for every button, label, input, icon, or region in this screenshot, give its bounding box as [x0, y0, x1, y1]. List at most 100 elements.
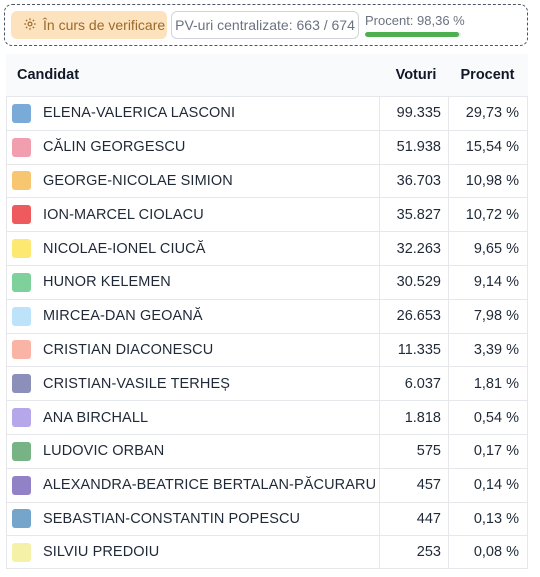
party-color-swatch [12, 509, 31, 529]
party-color-swatch [12, 272, 31, 292]
candidate-cell: CRISTIAN-VASILE TERHEȘ [6, 367, 379, 401]
party-color-swatch [12, 103, 31, 123]
results-table: Candidat Voturi Procent ELENA-VALERICA L… [6, 54, 528, 570]
votes-cell: 6.037 [379, 367, 448, 401]
table-row: SEBASTIAN-CONSTANTIN POPESCU 447 0,13 % [6, 501, 528, 536]
votes-value: 35.827 [396, 206, 441, 223]
candidate-name: LUDOVIC ORBAN [43, 443, 165, 460]
percent-cell: 0,13 % [448, 502, 528, 536]
candidate-name: GEORGE-NICOLAE SIMION [43, 172, 233, 189]
table-row: CRISTIAN-VASILE TERHEȘ 6.037 1,81 % [6, 366, 528, 401]
votes-value: 30.529 [396, 274, 441, 291]
percent-value: 3,39 % [473, 341, 519, 358]
percent-cell: 29,73 % [448, 97, 528, 130]
votes-value: 447 [416, 510, 441, 527]
candidate-name: CRISTIAN-VASILE TERHEȘ [43, 375, 230, 392]
percent-cell: 1,81 % [448, 367, 528, 401]
table-row: NICOLAE-IONEL CIUCĂ 32.263 9,65 % [6, 231, 528, 265]
percent-cell: 3,39 % [448, 333, 528, 367]
percent-value: 0,08 % [473, 544, 519, 561]
party-color-swatch [12, 171, 31, 191]
candidate-cell: ION-MARCEL CIOLACU [6, 198, 379, 232]
percent-value: 0,13 % [473, 510, 519, 527]
candidate-cell: CĂLIN GEORGESCU [6, 130, 379, 164]
votes-cell: 30.529 [379, 265, 448, 299]
table-row: GEORGE-NICOLAE SIMION 36.703 10,98 % [6, 163, 528, 198]
candidate-cell: ELENA-VALERICA LASCONI [6, 97, 379, 130]
votes-value: 575 [416, 443, 441, 460]
candidate-cell: ANA BIRCHALL [6, 401, 379, 434]
percent-cell: 9,14 % [448, 265, 528, 299]
votes-value: 99.335 [396, 105, 441, 122]
candidate-cell: CRISTIAN DIACONESCU [6, 333, 379, 367]
table-row: ALEXANDRA-BEATRICE BERTALAN-PĂCURARU 457 0… [6, 467, 528, 502]
percent-value: 7,98 % [473, 308, 519, 325]
party-color-swatch [12, 374, 31, 394]
percent-value: 29,73 % [465, 105, 519, 122]
votes-cell: 35.827 [379, 198, 448, 232]
votes-cell: 99.335 [379, 97, 448, 130]
votes-value: 36.703 [396, 172, 441, 189]
votes-value: 51.938 [396, 139, 441, 156]
percent-value: 9,14 % [473, 274, 519, 291]
votes-value: 26.653 [396, 308, 441, 325]
gear-search-icon [23, 17, 37, 34]
header-candidate: Candidat [17, 67, 80, 83]
votes-value: 1.818 [404, 409, 441, 426]
progress-indicator: Procent: 98,36 % [363, 13, 465, 37]
candidate-name: MIRCEA-DAN GEOANĂ [43, 308, 203, 325]
candidate-name: ELENA-VALERICA LASCONI [43, 105, 236, 122]
table-row: CRISTIAN DIACONESCU 11.335 3,39 % [6, 332, 528, 367]
percent-cell: 0,08 % [448, 536, 528, 569]
percent-cell: 0,54 % [448, 401, 528, 434]
candidate-cell: SEBASTIAN-CONSTANTIN POPESCU [6, 502, 379, 536]
votes-cell: 447 [379, 502, 448, 536]
percent-cell: 10,72 % [448, 198, 528, 232]
votes-cell: 51.938 [379, 130, 448, 164]
votes-value: 457 [416, 477, 441, 494]
candidate-cell: ALEXANDRA-BEATRICE BERTALAN-PĂCURARU [6, 468, 379, 502]
candidate-name: ALEXANDRA-BEATRICE BERTALAN-PĂCURARU [43, 477, 377, 494]
votes-cell: 575 [379, 434, 448, 468]
table-row: SILVIU PREDOIU 253 0,08 % [6, 535, 528, 570]
table-row: HUNOR KELEMEN 30.529 9,14 % [6, 264, 528, 299]
table-row: ANA BIRCHALL 1.818 0,54 % [6, 400, 528, 434]
percent-value: 9,65 % [473, 240, 519, 257]
percent-value: 10,72 % [465, 206, 519, 223]
party-color-swatch [12, 205, 31, 225]
votes-value: 6.037 [404, 375, 441, 392]
party-color-swatch [12, 441, 31, 461]
pv-count-label: PV-uri centralizate: 663 / 674 [175, 17, 355, 33]
votes-cell: 36.703 [379, 164, 448, 198]
party-color-swatch [12, 475, 31, 495]
candidate-name: ANA BIRCHALL [43, 409, 149, 426]
candidate-name: CRISTIAN DIACONESCU [43, 341, 214, 358]
percent-value: 15,54 % [465, 139, 519, 156]
status-bar: În curs de verificare PV-uri centralizat… [4, 4, 528, 46]
party-color-swatch [12, 306, 31, 326]
candidate-cell: MIRCEA-DAN GEOANĂ [6, 299, 379, 333]
candidate-cell: GEORGE-NICOLAE SIMION [6, 164, 379, 198]
percent-cell: 0,14 % [448, 468, 528, 502]
percent-cell: 10,98 % [448, 164, 528, 198]
votes-cell: 32.263 [379, 232, 448, 265]
pv-count-badge: PV-uri centralizate: 663 / 674 [171, 11, 359, 39]
table-body: ELENA-VALERICA LASCONI 99.335 29,73 % CĂLIN… [6, 96, 528, 570]
table-row: LUDOVIC ORBAN 575 0,17 % [6, 433, 528, 468]
votes-value: 11.335 [397, 341, 441, 358]
candidate-name: SILVIU PREDOIU [43, 544, 160, 561]
percent-value: 0,54 % [473, 409, 519, 426]
votes-value: 253 [416, 544, 441, 561]
header-votes: Voturi [395, 67, 437, 83]
candidate-name: HUNOR KELEMEN [43, 274, 171, 291]
party-color-swatch [12, 408, 31, 428]
progress-label: Procent: 98,36 % [365, 13, 465, 28]
candidate-name: SEBASTIAN-CONSTANTIN POPESCU [43, 510, 301, 527]
candidate-name: CĂLIN GEORGESCU [43, 139, 186, 156]
header-percent: Procent [460, 67, 515, 83]
votes-cell: 26.653 [379, 299, 448, 333]
party-color-swatch [12, 239, 31, 259]
progress-fill [365, 32, 460, 37]
votes-cell: 11.335 [379, 333, 448, 367]
table-header: Candidat Voturi Procent [6, 54, 528, 96]
